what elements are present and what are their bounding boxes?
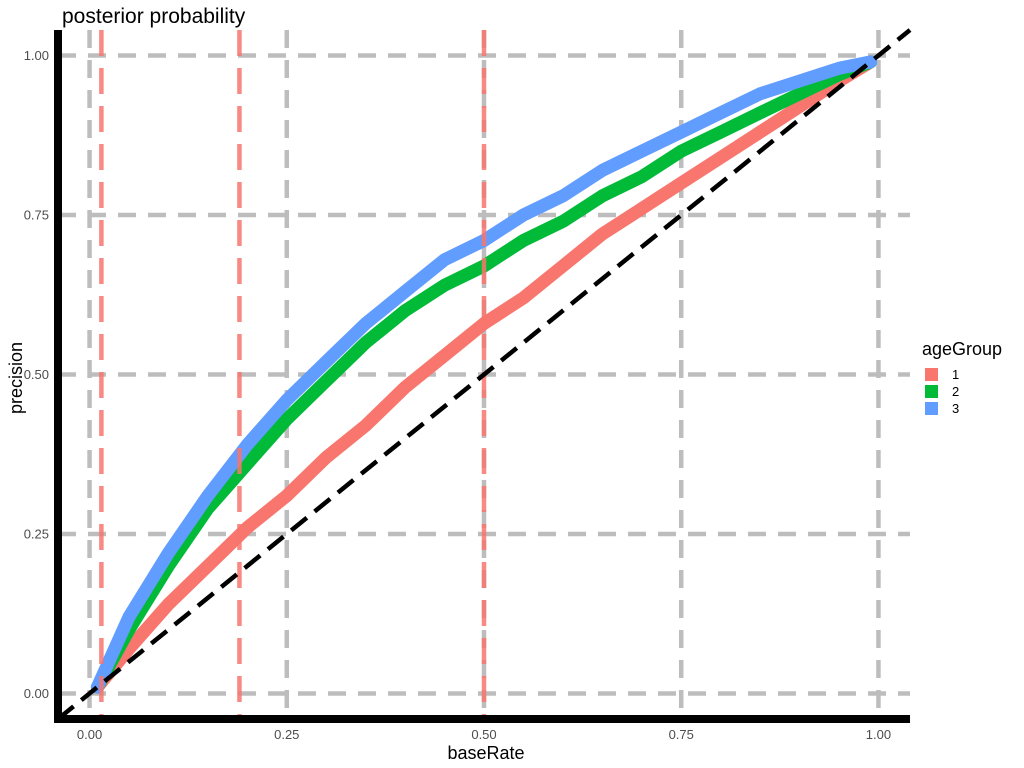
- y-tick-label-4: 1.00: [24, 48, 49, 63]
- legend-key-1: [925, 368, 938, 381]
- x-tick-label-3: 0.75: [669, 727, 694, 742]
- x-tick-label-1: 0.25: [274, 727, 299, 742]
- reference-line-layer: [56, 28, 912, 721]
- legend-key-2: [925, 385, 938, 398]
- x-tick-label-0: 0.00: [77, 727, 102, 742]
- series-line-1: [90, 55, 878, 694]
- diagonal-reference-line: [56, 28, 912, 721]
- legend-label-1: 1: [952, 367, 959, 382]
- y-tick-label-0: 0.00: [24, 686, 49, 701]
- legend: ageGroup 1 2 3: [922, 339, 1002, 416]
- tick-label-layer: 0.00 0.25 0.50 0.75 1.00 0.00 0.25 0.50 0.75 1.00: [24, 48, 891, 742]
- axis-layer: [54, 30, 910, 723]
- legend-label-3: 3: [952, 401, 959, 416]
- y-axis-title: precision: [6, 342, 26, 414]
- legend-key-3: [925, 402, 938, 415]
- legend-items: 1 2 3: [925, 367, 959, 416]
- legend-title: ageGroup: [922, 339, 1002, 359]
- y-tick-label-3: 0.75: [24, 208, 49, 223]
- y-tick-label-1: 0.25: [24, 526, 49, 541]
- x-tick-label-2: 0.50: [471, 727, 496, 742]
- x-tick-label-4: 1.00: [866, 727, 891, 742]
- chart-title: posterior probability: [62, 5, 246, 28]
- x-axis-title: baseRate: [447, 743, 524, 763]
- y-tick-label-2: 0.50: [24, 367, 49, 382]
- legend-label-2: 2: [952, 384, 959, 399]
